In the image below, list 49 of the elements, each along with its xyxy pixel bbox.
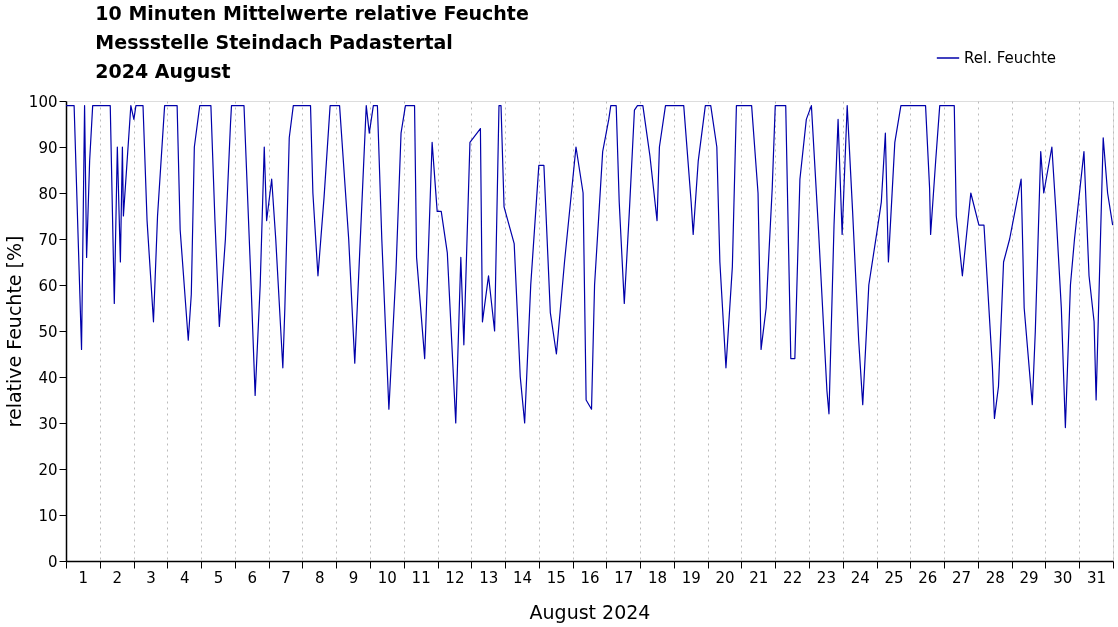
x-tick-label: 30 [1053,568,1073,587]
y-tick-label: 10 [38,506,58,525]
text: 10 Minuten Mittelwerte relative Feuchte [95,2,529,24]
x-tick-label: 26 [918,568,938,587]
x-tick-label: 29 [1019,568,1039,587]
x-axis-title: August 2024 [529,600,651,623]
x-tick-label: 24 [850,568,870,587]
x-tick-label: 17 [614,568,634,587]
x-tick-label: 13 [479,568,499,587]
x-tick-label: 1 [78,568,89,587]
x-tick-label: 22 [783,568,803,587]
x-tick-label: 31 [1087,568,1107,587]
y-tick-label: 60 [38,276,58,295]
line-series [65,105,1114,429]
x-tick-label: 8 [315,568,325,587]
y-tick-label: 40 [38,368,58,387]
x-tick-label: 15 [546,568,566,587]
x-tick-label: 20 [715,568,735,587]
y-tick-label: 90 [38,138,58,157]
y-tick-label: 50 [38,322,58,341]
text: Messstelle Steindach Padastertal [95,31,453,53]
x-tick-label: 3 [146,568,156,587]
y-tick-label: 20 [38,460,58,479]
x-tick-label: 21 [749,568,769,587]
y-tick-label: 30 [38,414,58,433]
y-tick-label: 80 [38,184,58,203]
x-tick-label: 28 [985,568,1005,587]
x-tick-label: 12 [445,568,465,587]
x-tick-label: 9 [348,568,359,587]
y-tick-label: 100 [28,92,58,111]
legend-label: Rel. Feuchte [964,49,1057,67]
x-tick-label: 25 [884,568,904,587]
x-tick-label: 11 [411,568,431,587]
x-tick-label: 18 [648,568,668,587]
y-tick-label: 0 [47,552,58,571]
x-tick-label: 16 [580,568,600,587]
x-tick-label: 23 [816,568,836,587]
x-tick-label: 27 [951,568,972,587]
y-tick-label: 70 [38,230,58,249]
x-tick-label: 5 [213,568,224,587]
x-tick-label: 4 [179,568,190,587]
x-tick-label: 6 [247,568,258,587]
x-tick-label: 2 [112,568,122,587]
x-tick-label: 10 [377,568,397,587]
x-tick-label: 14 [512,568,532,587]
x-tick-label: 19 [681,568,701,587]
x-tick-label: 7 [281,568,291,587]
y-axis-title: relative Feuchte [%] [2,235,25,428]
text: 2024 August [95,60,231,82]
